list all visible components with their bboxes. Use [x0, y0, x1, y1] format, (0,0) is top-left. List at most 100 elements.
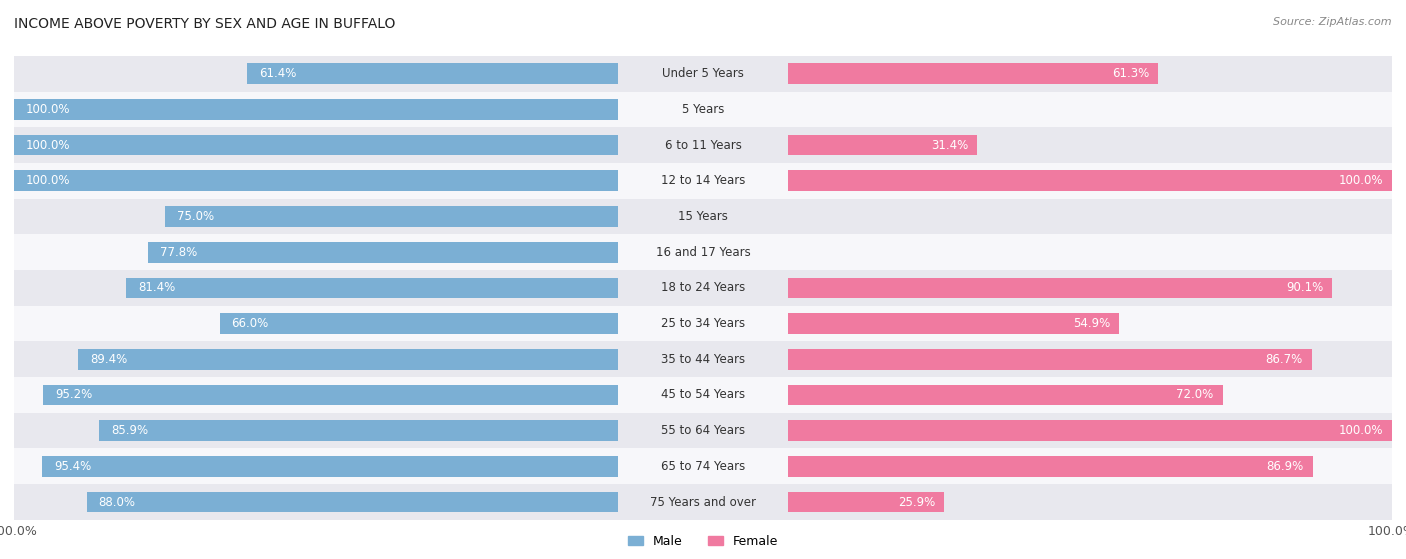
Bar [0, 163, 1406, 198]
Bar [787, 492, 945, 513]
Text: 25.9%: 25.9% [898, 495, 935, 509]
Text: 25 to 34 Years: 25 to 34 Years [661, 317, 745, 330]
Bar [787, 313, 1119, 334]
Bar [0, 56, 1406, 92]
Text: 75.0%: 75.0% [177, 210, 214, 223]
Text: 88.0%: 88.0% [98, 495, 135, 509]
Bar [0, 56, 1406, 92]
Bar [79, 349, 619, 369]
Bar [0, 342, 1406, 377]
Bar [87, 492, 619, 513]
Bar [0, 198, 1406, 234]
Text: 72.0%: 72.0% [1177, 389, 1213, 401]
Bar [787, 385, 1223, 405]
Bar [0, 92, 1406, 127]
Text: 100.0%: 100.0% [27, 139, 70, 151]
Text: 95.2%: 95.2% [55, 389, 93, 401]
Bar [0, 377, 1406, 413]
Bar [0, 484, 1406, 520]
Bar [14, 135, 619, 155]
Text: 6 to 11 Years: 6 to 11 Years [665, 139, 741, 151]
Bar [0, 127, 1406, 163]
Bar [148, 242, 619, 263]
Text: 100.0%: 100.0% [27, 103, 70, 116]
Bar [0, 306, 1406, 342]
Bar [787, 135, 977, 155]
Text: 85.9%: 85.9% [111, 424, 149, 437]
Bar [0, 234, 1406, 270]
Bar [0, 377, 1406, 413]
Bar [0, 198, 1406, 234]
Bar [0, 270, 1406, 306]
Text: 31.4%: 31.4% [931, 139, 969, 151]
Text: 16 and 17 Years: 16 and 17 Years [655, 246, 751, 259]
Bar [0, 163, 1406, 198]
Bar [100, 420, 619, 441]
Text: 100.0%: 100.0% [1339, 174, 1384, 187]
Bar [0, 306, 1406, 342]
Bar [0, 448, 1406, 484]
Bar [127, 277, 619, 299]
Text: 90.1%: 90.1% [1286, 281, 1323, 295]
Bar [44, 385, 619, 405]
Bar [14, 170, 619, 191]
Bar [0, 56, 1406, 92]
Text: Source: ZipAtlas.com: Source: ZipAtlas.com [1274, 17, 1392, 27]
Text: 86.9%: 86.9% [1267, 460, 1303, 473]
Text: 77.8%: 77.8% [160, 246, 198, 259]
Bar [787, 170, 1392, 191]
Bar [42, 456, 619, 477]
Text: 54.9%: 54.9% [1073, 317, 1111, 330]
Bar [0, 448, 1406, 484]
Bar [787, 63, 1159, 84]
Text: 35 to 44 Years: 35 to 44 Years [661, 353, 745, 366]
Bar [787, 349, 1312, 369]
Text: 89.4%: 89.4% [90, 353, 128, 366]
Bar [0, 306, 1406, 342]
Text: Under 5 Years: Under 5 Years [662, 67, 744, 80]
Legend: Male, Female: Male, Female [623, 530, 783, 553]
Bar [0, 163, 1406, 198]
Bar [0, 234, 1406, 270]
Text: 95.4%: 95.4% [53, 460, 91, 473]
Bar [0, 413, 1406, 448]
Text: 100.0%: 100.0% [1339, 424, 1384, 437]
Text: 66.0%: 66.0% [232, 317, 269, 330]
Text: 100.0%: 100.0% [27, 174, 70, 187]
Text: 18 to 24 Years: 18 to 24 Years [661, 281, 745, 295]
Text: 12 to 14 Years: 12 to 14 Years [661, 174, 745, 187]
Bar [219, 313, 619, 334]
Text: 61.4%: 61.4% [260, 67, 297, 80]
Bar [0, 127, 1406, 163]
Bar [0, 270, 1406, 306]
Text: 81.4%: 81.4% [139, 281, 176, 295]
Bar [787, 420, 1392, 441]
Bar [0, 92, 1406, 127]
Text: 55 to 64 Years: 55 to 64 Years [661, 424, 745, 437]
Bar [787, 277, 1331, 299]
Text: 5 Years: 5 Years [682, 103, 724, 116]
Text: 45 to 54 Years: 45 to 54 Years [661, 389, 745, 401]
Bar [0, 270, 1406, 306]
Bar [0, 377, 1406, 413]
Bar [247, 63, 619, 84]
Bar [787, 456, 1313, 477]
Bar [0, 342, 1406, 377]
Bar [0, 92, 1406, 127]
Text: 61.3%: 61.3% [1112, 67, 1149, 80]
Bar [0, 413, 1406, 448]
Bar [0, 198, 1406, 234]
Text: 75 Years and over: 75 Years and over [650, 495, 756, 509]
Bar [0, 342, 1406, 377]
Bar [0, 448, 1406, 484]
Text: 65 to 74 Years: 65 to 74 Years [661, 460, 745, 473]
Text: INCOME ABOVE POVERTY BY SEX AND AGE IN BUFFALO: INCOME ABOVE POVERTY BY SEX AND AGE IN B… [14, 17, 395, 31]
Bar [14, 99, 619, 120]
Bar [0, 484, 1406, 520]
Bar [0, 413, 1406, 448]
Bar [0, 127, 1406, 163]
Bar [0, 234, 1406, 270]
Text: 15 Years: 15 Years [678, 210, 728, 223]
Text: 86.7%: 86.7% [1265, 353, 1302, 366]
Bar [0, 484, 1406, 520]
